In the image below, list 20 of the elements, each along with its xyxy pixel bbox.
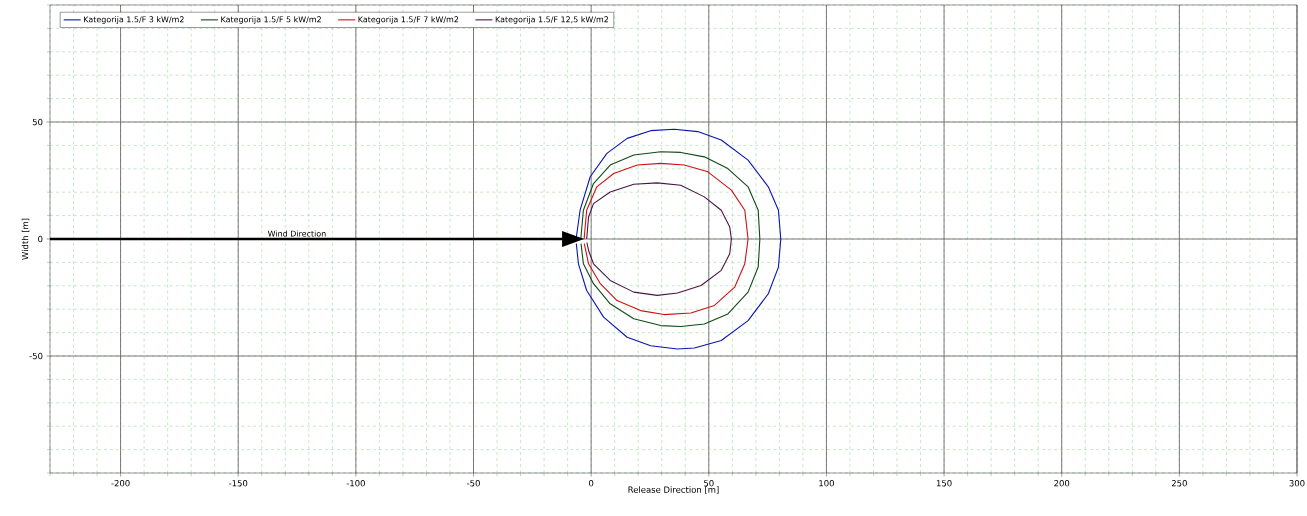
x-tick-label: 150 (936, 480, 952, 487)
x-tick-label: 100 (819, 480, 834, 487)
x-tick-label: -100 (346, 480, 365, 487)
line-series (575, 128, 782, 350)
x-tick-label: 200 (1054, 480, 1070, 487)
line-series (580, 151, 761, 328)
x-tick-label: -50 (467, 480, 480, 487)
line-series (583, 162, 749, 316)
line-series (586, 182, 732, 296)
x-tick-label: 50 (704, 480, 714, 487)
y-tick-label: 0 (38, 235, 43, 243)
x-tick-label: 0 (589, 480, 594, 487)
y-axis-title: Width [m] (21, 218, 30, 260)
x-tick-label: 250 (1171, 480, 1187, 487)
x-axis-title: Release Direction [m] (628, 486, 719, 494)
x-tick-label: -200 (111, 480, 130, 487)
x-tick-label: 300 (1289, 480, 1305, 487)
y-tick-label: -50 (29, 352, 43, 360)
x-tick-label: -150 (229, 480, 248, 487)
y-tick-label: 50 (32, 118, 43, 126)
